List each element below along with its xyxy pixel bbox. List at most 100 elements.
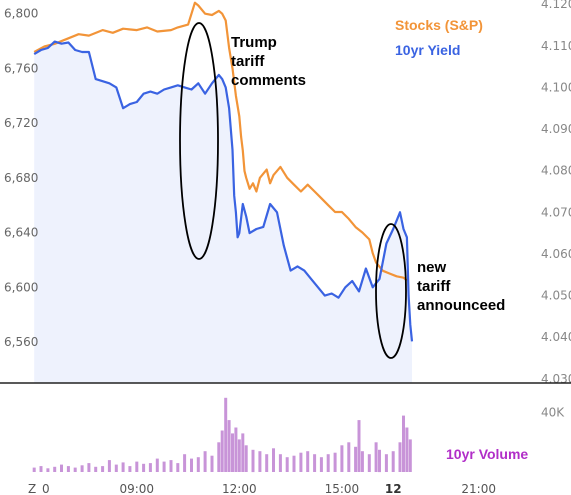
volume-bar xyxy=(347,442,351,472)
volume-bar xyxy=(135,461,139,472)
volume-bar xyxy=(244,445,248,472)
volume-bar xyxy=(121,462,125,472)
volume-bar xyxy=(408,439,412,472)
x-tick-label: Z xyxy=(28,482,36,495)
volume-bar xyxy=(176,463,180,472)
volume-bar xyxy=(210,455,214,472)
volume-bar xyxy=(265,454,269,472)
volume-bar xyxy=(155,458,159,472)
yield-area-fill xyxy=(34,41,413,383)
right-tick-label: 4.070 xyxy=(541,205,571,219)
x-tick-label: 09:00 xyxy=(119,482,154,495)
volume-bar xyxy=(354,446,358,472)
volume-bar xyxy=(162,461,166,472)
volume-bar xyxy=(258,451,262,472)
volume-bar xyxy=(306,451,310,472)
volume-bar xyxy=(313,454,317,472)
right-tick-label: 4.060 xyxy=(541,247,571,261)
volume-bar xyxy=(272,448,275,472)
legend-yield: 10yr Yield xyxy=(395,42,460,58)
volume-bar xyxy=(340,445,344,472)
volume-bar xyxy=(220,430,224,472)
x-axis: Z 0 09:00 12:00 15:00 12 21:00 xyxy=(28,482,496,495)
volume-bar xyxy=(101,466,105,472)
right-tick-label: 4.100 xyxy=(541,80,571,94)
x-tick-label: 12:00 xyxy=(222,482,257,495)
volume-bar xyxy=(107,460,111,472)
volume-bars: 40K xyxy=(32,397,565,473)
legend-stocks: Stocks (S&P) xyxy=(395,17,483,33)
volume-bar xyxy=(319,457,323,472)
volume-bar xyxy=(402,415,405,472)
x-tick-label: 12 xyxy=(385,482,402,495)
right-tick-label: 4.110 xyxy=(541,39,571,53)
left-tick-label: 6,680 xyxy=(4,171,38,185)
volume-bar xyxy=(398,442,402,472)
volume-bar xyxy=(148,463,152,472)
volume-bar xyxy=(128,466,132,472)
volume-bar xyxy=(39,466,43,472)
right-axis: 4.0304.0404.0504.0604.0704.0804.0904.100… xyxy=(541,0,571,386)
volume-bar xyxy=(299,452,303,472)
volume-bar xyxy=(224,397,228,472)
volume-bar xyxy=(46,468,50,472)
volume-bar xyxy=(66,466,70,472)
volume-bar xyxy=(196,457,200,472)
left-tick-label: 6,560 xyxy=(4,335,38,349)
volume-bar xyxy=(80,465,84,472)
volume-bar xyxy=(384,454,388,472)
volume-bar xyxy=(234,427,238,472)
volume-bar xyxy=(357,420,361,472)
left-tick-label: 6,760 xyxy=(4,61,38,75)
volume-bar xyxy=(203,451,207,472)
left-tick-label: 6,600 xyxy=(4,280,38,294)
left-tick-label: 6,640 xyxy=(4,226,38,240)
volume-bar xyxy=(251,449,255,473)
volume-bar xyxy=(374,442,378,472)
stocks-line xyxy=(33,1,408,282)
volume-bar xyxy=(53,466,57,472)
x-tick-label: 15:00 xyxy=(325,482,360,495)
right-tick-label: 4.040 xyxy=(541,330,571,344)
volume-tick-label: 40K xyxy=(541,406,565,420)
volume-bar xyxy=(73,467,77,472)
annotation-text: new xyxy=(417,259,447,276)
volume-bar xyxy=(278,454,282,472)
volume-bar xyxy=(94,466,98,472)
x-tick-label: 0 xyxy=(42,482,50,495)
annotation-text: tariff xyxy=(231,53,265,70)
annotation-ellipse xyxy=(375,223,407,359)
volume-bar xyxy=(142,463,146,472)
left-tick-label: 6,720 xyxy=(4,116,38,130)
volume-bar xyxy=(405,427,409,472)
volume-label: 10yr Volume xyxy=(446,446,528,462)
annotation-text: tariff xyxy=(417,278,451,295)
volume-bar xyxy=(231,433,234,472)
yield-line xyxy=(33,40,414,342)
annotation-text: announceed xyxy=(417,297,505,314)
volume-bar xyxy=(190,458,193,472)
volume-bar xyxy=(237,439,241,472)
x-tick-label: 21:00 xyxy=(461,482,496,495)
series-lines xyxy=(33,1,414,342)
right-tick-label: 4.120 xyxy=(541,0,571,11)
left-axis: 6,560 6,600 6,640 6,680 6,720 6,760 6,800 xyxy=(4,7,38,349)
volume-bar xyxy=(360,451,364,472)
right-tick-label: 4.050 xyxy=(541,289,571,303)
volume-bar xyxy=(326,454,330,472)
volume-bar xyxy=(217,442,221,472)
volume-bar xyxy=(183,454,187,472)
volume-bar xyxy=(32,467,36,472)
annotation-text: Trump xyxy=(231,34,277,51)
volume-bar xyxy=(227,420,231,472)
annotations: Trump tariff comments new tariff announceed xyxy=(179,22,505,359)
volume-bar xyxy=(391,451,395,472)
volume-bar xyxy=(87,463,91,472)
annotation-ellipse xyxy=(179,22,219,260)
annotation-text: comments xyxy=(231,72,306,89)
volume-bar xyxy=(292,455,296,472)
volume-bar xyxy=(378,449,381,473)
volume-bar xyxy=(333,452,337,472)
volume-bar xyxy=(367,454,371,472)
